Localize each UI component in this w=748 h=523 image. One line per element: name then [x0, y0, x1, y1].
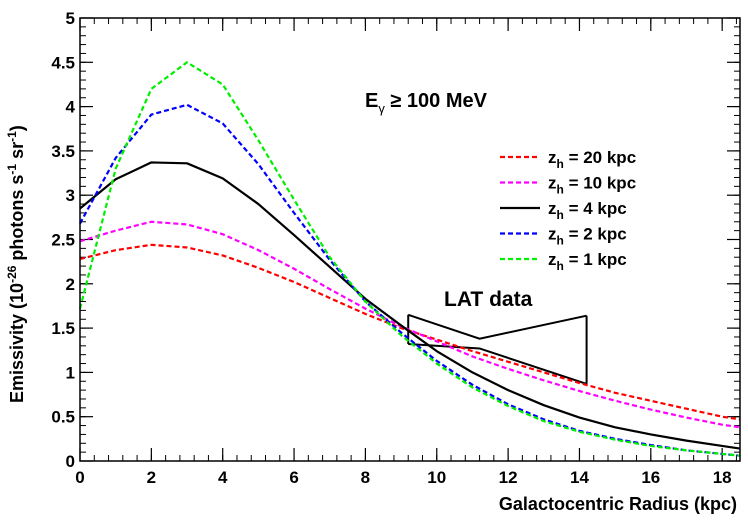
- series-line: [78, 61, 741, 457]
- lat-band-lower: [408, 343, 587, 385]
- y-tick-label: 4: [66, 98, 76, 117]
- y-tick-label: 3.5: [51, 142, 75, 161]
- y-axis-label: Emissivity (10-26 photons s-1 sr-1): [5, 125, 27, 403]
- y-tick-label: 0.5: [51, 408, 75, 427]
- series-line: [79, 220, 741, 429]
- x-tick-label: 0: [75, 468, 84, 487]
- y-tick-label: 2: [66, 275, 75, 294]
- x-tick-labels: 0 2 4 6 8 10 12 14 16 18: [75, 468, 731, 487]
- y-tick-label: 4.5: [51, 53, 75, 72]
- x-tick-label: 12: [499, 468, 518, 487]
- y-tick-label: 1: [66, 363, 75, 382]
- legend-label: zh = 1 kpc: [548, 250, 627, 273]
- legend-label: zh = 20 kpc: [548, 148, 636, 171]
- y-tick-label: 5: [66, 9, 75, 28]
- x-tick-label: 4: [218, 468, 228, 487]
- y-tick-label: 1.5: [51, 319, 75, 338]
- x-tick-label: 16: [641, 468, 660, 487]
- legend-label: zh = 2 kpc: [548, 225, 627, 248]
- y-tick-label: 3: [66, 186, 75, 205]
- legend-label: zh = 4 kpc: [548, 199, 627, 222]
- legend-label: zh = 10 kpc: [548, 174, 636, 197]
- energy-threshold-annotation: Eγ ≥ 100 MeV: [365, 90, 488, 116]
- series-line: [79, 161, 741, 450]
- y-tick-label: 2.5: [51, 231, 75, 250]
- x-axis-label: Galactocentric Radius (kpc): [499, 494, 737, 514]
- x-tick-label: 8: [361, 468, 370, 487]
- series-layer: [78, 61, 741, 457]
- x-tick-label: 2: [147, 468, 156, 487]
- x-tick-label: 6: [289, 468, 298, 487]
- plot-frame: [79, 17, 741, 462]
- x-tick-label: 14: [570, 468, 589, 487]
- lat-band-upper: [407, 313, 587, 340]
- x-tick-label: 18: [713, 468, 732, 487]
- x-tick-label: 10: [427, 468, 446, 487]
- y-tick-label: 0: [66, 452, 75, 471]
- y-tick-labels: 0 0.5 1 1.5 2 2.5 3 3.5 4 4.5 5: [51, 9, 75, 471]
- lat-data-label: LAT data: [444, 288, 533, 311]
- series-line: [79, 243, 741, 421]
